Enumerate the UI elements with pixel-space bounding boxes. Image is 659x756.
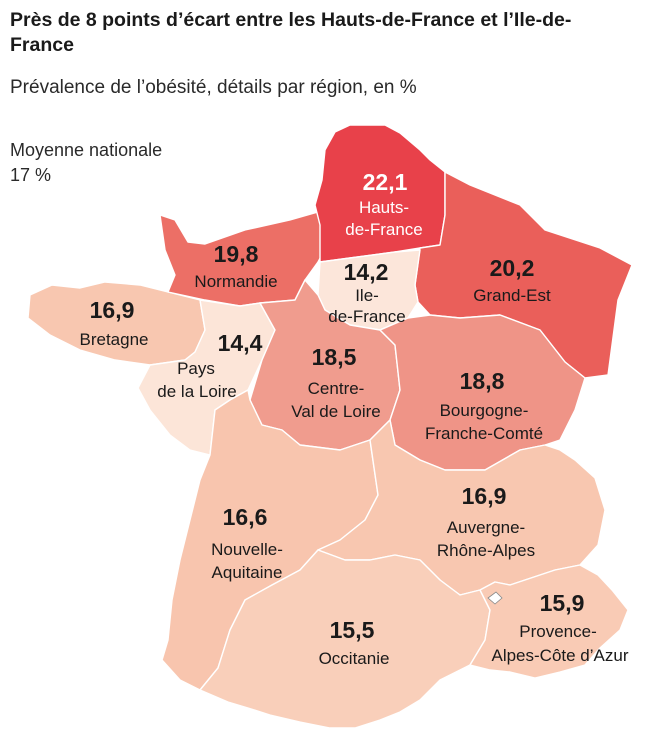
region-occitanie[interactable] <box>199 549 491 729</box>
label-occitanie: 15,5 Occitanie <box>319 617 390 668</box>
value-ile-de-france: 14,2 <box>344 259 389 285</box>
name-hauts-de-france-line1: Hauts- <box>359 198 409 217</box>
name-grand-est: Grand-Est <box>473 286 551 305</box>
name-auvergne-rhone-alpes-line1: Auvergne- <box>447 518 525 537</box>
label-nouvelle-aquitaine: 16,6 Nouvelle- Aquitaine <box>211 504 283 582</box>
value-hauts-de-france: 22,1 <box>363 169 408 195</box>
name-bretagne: Bretagne <box>80 330 149 349</box>
national-average: Moyenne nationale 17 % <box>10 138 162 188</box>
label-normandie: 19,8 Normandie <box>194 241 277 291</box>
value-grand-est: 20,2 <box>490 255 535 281</box>
map-subtitle: Prévalence de l’obésité, détails par rég… <box>10 77 417 98</box>
label-pays-de-la-loire: 14,4 Pays de la Loire <box>157 330 262 401</box>
label-hauts-de-france: 22,1 Hauts- de-France <box>345 169 422 239</box>
name-pays-de-la-loire-line1: Pays <box>177 359 215 378</box>
name-centre-val-de-loire-line2: Val de Loire <box>291 402 380 421</box>
region-provence-alpes-cote-dazur[interactable] <box>469 564 629 679</box>
name-ile-de-france-line1: Ile- <box>355 286 379 305</box>
lake-shape <box>487 591 503 605</box>
label-ile-de-france: 14,2 Ile- de-France <box>328 259 405 326</box>
value-centre-val-de-loire: 18,5 <box>312 344 357 370</box>
label-bourgogne-franche-comte: 18,8 Bourgogne- Franche-Comté <box>425 368 543 443</box>
name-provence-alpes-cote-dazur-line1: Provence- <box>519 622 596 641</box>
name-ile-de-france-line2: de-France <box>328 307 405 326</box>
name-auvergne-rhone-alpes-line2: Rhône-Alpes <box>437 541 535 560</box>
label-auvergne-rhone-alpes: 16,9 Auvergne- Rhône-Alpes <box>437 483 535 560</box>
value-bretagne: 16,9 <box>90 297 135 323</box>
name-hauts-de-france-line2: de-France <box>345 220 422 239</box>
value-bourgogne-franche-comte: 18,8 <box>460 368 505 394</box>
label-bretagne: 16,9 Bretagne <box>80 297 149 349</box>
value-provence-alpes-cote-dazur: 15,9 <box>540 590 585 616</box>
label-grand-est: 20,2 Grand-Est <box>473 255 551 305</box>
national-average-value: 17 % <box>10 165 52 185</box>
value-normandie: 19,8 <box>214 241 259 267</box>
name-occitanie: Occitanie <box>319 649 390 668</box>
label-centre-val-de-loire: 18,5 Centre- Val de Loire <box>291 344 380 421</box>
name-pays-de-la-loire-line2: de la Loire <box>157 382 236 401</box>
label-provence-alpes-cote-dazur: 15,9 Provence- Alpes-Côte d’Azur <box>491 590 628 665</box>
name-provence-alpes-cote-dazur-line2: Alpes-Côte d’Azur <box>491 646 628 665</box>
name-bourgogne-franche-comte-line1: Bourgogne- <box>440 401 529 420</box>
name-nouvelle-aquitaine-line1: Nouvelle- <box>211 540 283 559</box>
national-average-label: Moyenne nationale <box>10 140 163 160</box>
name-nouvelle-aquitaine-line2: Aquitaine <box>212 563 283 582</box>
map-title: Près de 8 points d’écart entre les Hauts… <box>10 9 572 56</box>
name-centre-val-de-loire-line1: Centre- <box>308 379 365 398</box>
value-auvergne-rhone-alpes: 16,9 <box>462 483 507 509</box>
value-pays-de-la-loire: 14,4 <box>218 330 263 356</box>
name-bourgogne-franche-comte-line2: Franche-Comté <box>425 424 543 443</box>
value-nouvelle-aquitaine: 16,6 <box>223 504 268 530</box>
region-normandie[interactable] <box>159 211 331 307</box>
value-occitanie: 15,5 <box>330 617 375 643</box>
name-normandie: Normandie <box>194 272 277 291</box>
